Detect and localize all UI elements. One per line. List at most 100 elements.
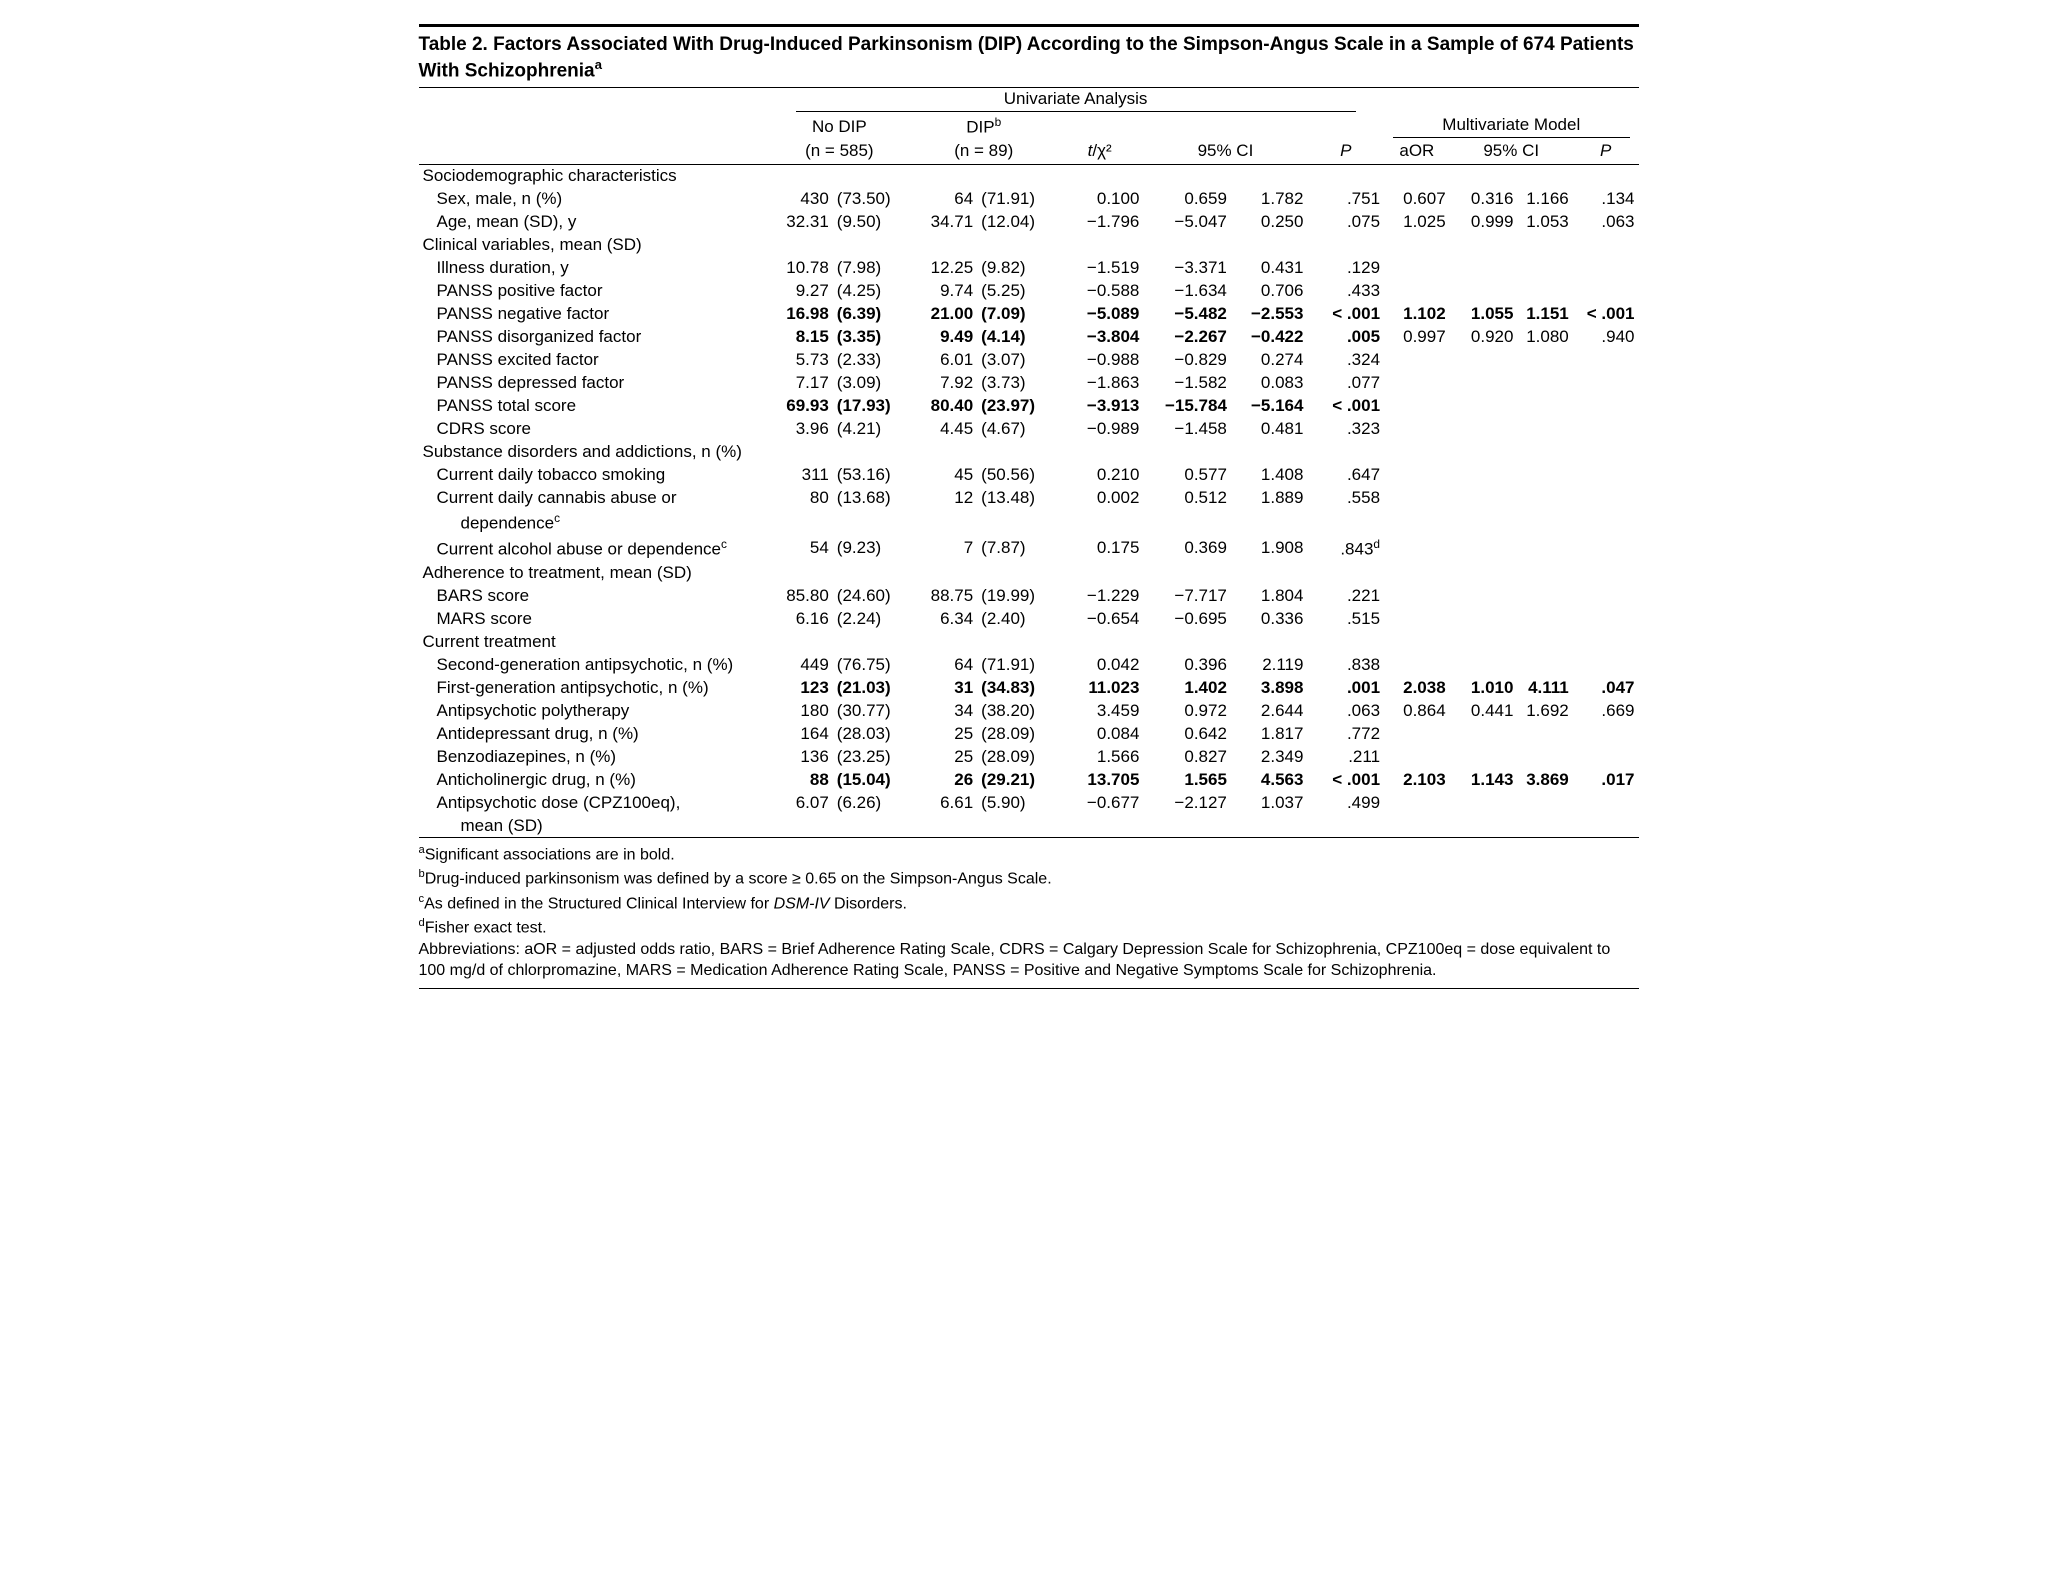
row-label: CDRS score [419, 418, 768, 441]
cell-aor [1384, 418, 1450, 441]
cell-nd2: 25 [912, 722, 978, 745]
cell-aor [1384, 372, 1450, 395]
cell-p: .211 [1307, 745, 1384, 768]
cell-mp: .940 [1573, 326, 1639, 349]
cell-cih: −2.553 [1231, 303, 1308, 326]
hdr-nodip-2: (n = 585) [767, 139, 911, 164]
table-2: Table 2. Factors Associated With Drug-In… [419, 24, 1639, 989]
cell-p: < .001 [1307, 768, 1384, 791]
cell-cih: 1.817 [1231, 722, 1308, 745]
cell-aor: 1.102 [1384, 303, 1450, 326]
cell-aor [1384, 395, 1450, 418]
cell-nd2: 7.92 [912, 372, 978, 395]
cell-p: .077 [1307, 372, 1384, 395]
cell-nd1: 430 [767, 188, 833, 211]
cell-aor: 1.025 [1384, 211, 1450, 234]
hdr-mci: 95% CI [1450, 139, 1573, 164]
cell-p: .129 [1307, 257, 1384, 280]
cell-stat: −1.796 [1056, 211, 1144, 234]
cell-nd2: 31 [912, 676, 978, 699]
cell-mp: < .001 [1573, 303, 1639, 326]
cell-p: .751 [1307, 188, 1384, 211]
cell-nd1: 9.27 [767, 280, 833, 303]
cell-stat: 1.566 [1056, 745, 1144, 768]
cell-nd1: 6.07 [767, 791, 833, 814]
cell-nd2: 12 [912, 487, 978, 510]
cell-nd2: 7 [912, 536, 978, 562]
row-label: Antidepressant drug, n (%) [419, 722, 768, 745]
row-label: BARS score [419, 584, 768, 607]
cell-nd1p: (53.16) [833, 464, 912, 487]
cell-nd1: 10.78 [767, 257, 833, 280]
cell-mcih [1517, 722, 1572, 745]
section-header: Current treatment [419, 630, 1639, 653]
cell-cih: 0.481 [1231, 418, 1308, 441]
row-label: PANSS total score [419, 395, 768, 418]
cell-nd1: 7.17 [767, 372, 833, 395]
cell-nd2p: (23.97) [977, 395, 1056, 418]
cell-mcil [1450, 791, 1518, 814]
row-label: PANSS excited factor [419, 349, 768, 372]
cell-mcil [1450, 487, 1518, 510]
cell-nd1: 123 [767, 676, 833, 699]
table-title: Table 2. Factors Associated With Drug-In… [419, 24, 1639, 88]
cell-p: < .001 [1307, 303, 1384, 326]
hdr-p: P [1307, 139, 1384, 164]
cell-cih: 0.431 [1231, 257, 1308, 280]
cell-cil: 0.642 [1143, 722, 1231, 745]
cell-nd1: 3.96 [767, 418, 833, 441]
cell-p: < .001 [1307, 395, 1384, 418]
cell-nd2p: (19.99) [977, 584, 1056, 607]
table-row: PANSS disorganized factor8.15(3.35)9.49(… [419, 326, 1639, 349]
cell-nd1p: (24.60) [833, 584, 912, 607]
cell-nd2p: (3.73) [977, 372, 1056, 395]
table-row: Anticholinergic drug, n (%)88(15.04)26(2… [419, 768, 1639, 791]
cell-p: .843d [1307, 536, 1384, 562]
cell-stat: 0.175 [1056, 536, 1144, 562]
cell-aor [1384, 584, 1450, 607]
cell-nd1p: (15.04) [833, 768, 912, 791]
cell-nd2: 45 [912, 464, 978, 487]
cell-mcil: 1.055 [1450, 303, 1518, 326]
cell-mcil: 1.143 [1450, 768, 1518, 791]
cell-cih: 1.804 [1231, 584, 1308, 607]
cell-nd1p: (73.50) [833, 188, 912, 211]
cell-nd1: 16.98 [767, 303, 833, 326]
cell-nd1: 164 [767, 722, 833, 745]
cell-cih: −5.164 [1231, 395, 1308, 418]
cell-nd2: 4.45 [912, 418, 978, 441]
cell-nd2p: (38.20) [977, 699, 1056, 722]
cell-mp [1573, 791, 1639, 814]
cell-cil: −2.127 [1143, 791, 1231, 814]
cell-mcil [1450, 722, 1518, 745]
cell-p: .515 [1307, 607, 1384, 630]
cell-nd2p: (12.04) [977, 211, 1056, 234]
cell-stat: −0.989 [1056, 418, 1144, 441]
cell-cih: 0.083 [1231, 372, 1308, 395]
cell-p: .324 [1307, 349, 1384, 372]
row-label: PANSS positive factor [419, 280, 768, 303]
row-label: Antipsychotic dose (CPZ100eq), [419, 791, 768, 814]
cell-stat: −3.913 [1056, 395, 1144, 418]
cell-mp [1573, 607, 1639, 630]
table-row: Current daily cannabis abuse or80(13.68)… [419, 487, 1639, 510]
cell-cil: −0.695 [1143, 607, 1231, 630]
cell-nd2p: (2.40) [977, 607, 1056, 630]
cell-p: .075 [1307, 211, 1384, 234]
cell-cil: −2.267 [1143, 326, 1231, 349]
cell-aor [1384, 607, 1450, 630]
cell-mp [1573, 418, 1639, 441]
footnotes: aSignificant associations are in bold. b… [419, 838, 1639, 989]
section-header: Substance disorders and addictions, n (%… [419, 441, 1639, 464]
cell-mcil [1450, 372, 1518, 395]
cell-nd1p: (13.68) [833, 487, 912, 510]
table-row: PANSS depressed factor7.17(3.09)7.92(3.7… [419, 372, 1639, 395]
cell-mp [1573, 487, 1639, 510]
cell-mp: .669 [1573, 699, 1639, 722]
cell-mcih: 1.151 [1517, 303, 1572, 326]
cell-nd1p: (2.24) [833, 607, 912, 630]
cell-nd2p: (50.56) [977, 464, 1056, 487]
cell-mp [1573, 584, 1639, 607]
cell-nd1: 136 [767, 745, 833, 768]
cell-cil: 1.565 [1143, 768, 1231, 791]
